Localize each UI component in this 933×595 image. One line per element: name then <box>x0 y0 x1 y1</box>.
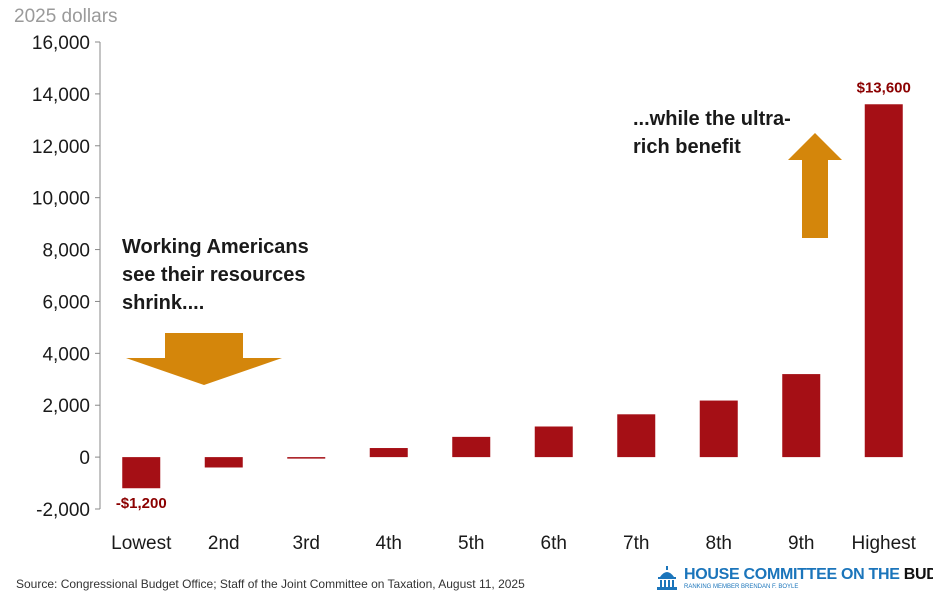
x-tick-label: 6th <box>541 533 567 554</box>
x-tick-label: 4th <box>376 533 402 554</box>
x-tick-label: 8th <box>706 533 732 554</box>
bar-chart: -2,000 0 2,000 4,000 6,000 8,000 10,000 12,000 1… <box>32 33 917 554</box>
bar <box>369 448 408 458</box>
x-tick-label: 9th <box>788 533 814 554</box>
committee-logo: HOUSE COMMITTEE ON THE BUDGET RANKING ME… <box>655 566 933 592</box>
y-tick-label: -2,000 <box>36 500 90 521</box>
up-arrow-icon <box>788 133 842 238</box>
callout-working-americans: Working Americans see their resources sh… <box>122 233 362 317</box>
x-tick-label: Highest <box>852 533 917 554</box>
callout-line: ...while the ultra- <box>633 108 791 130</box>
y-tick-label: 10,000 <box>32 189 90 210</box>
callout-line: shrink.... <box>122 292 205 314</box>
units-label: 2025 dollars <box>14 6 118 27</box>
logo-name: HOUSE COMMITTEE ON THE BUDGET <box>684 566 933 584</box>
down-arrow-icon <box>126 333 282 385</box>
bar <box>122 457 161 489</box>
y-tick-label: 8,000 <box>42 241 90 262</box>
bar <box>617 414 656 458</box>
x-tick-label: 5th <box>458 533 484 554</box>
x-tick-label: Lowest <box>111 533 172 554</box>
data-label: $13,600 <box>857 79 911 96</box>
bar <box>452 436 491 458</box>
bar <box>204 457 243 468</box>
bar <box>534 426 573 458</box>
x-tick-label: 2nd <box>208 533 240 554</box>
callout-line: see their resources <box>122 264 306 286</box>
bar <box>287 457 326 459</box>
bar <box>699 400 738 458</box>
x-tick-label: 7th <box>623 533 649 554</box>
logo-name-accent: BUDGET <box>903 566 933 583</box>
y-tick-label: 14,000 <box>32 85 90 106</box>
callout-line: rich benefit <box>633 136 741 158</box>
logo-subtitle: RANKING MEMBER BRENDAN F. BOYLE <box>684 584 799 590</box>
y-tick-label: 4,000 <box>42 344 90 365</box>
logo-name-main: HOUSE COMMITTEE ON THE <box>684 566 900 583</box>
y-tick-label: 0 <box>79 448 90 469</box>
source-note: Source: Congressional Budget Office; Sta… <box>16 577 525 591</box>
x-axis: Lowest 2nd 3rd 4th 5th 6th 7th 8th 9th Highest <box>111 533 917 554</box>
y-tick-label: 16,000 <box>32 33 90 54</box>
y-tick-label: 2,000 <box>42 396 90 417</box>
y-axis: -2,000 0 2,000 4,000 6,000 8,000 10,000 12,000 1… <box>32 33 101 521</box>
bars <box>122 104 903 489</box>
data-labels: -$1,200 $13,600 <box>116 79 911 512</box>
bar <box>782 374 821 458</box>
annotation-arrows <box>126 133 842 385</box>
capitol-dome-icon <box>657 566 677 590</box>
x-tick-label: 3rd <box>293 533 320 554</box>
bar <box>864 104 903 458</box>
data-label: -$1,200 <box>116 495 167 512</box>
callout-line: Working Americans <box>122 236 309 258</box>
y-tick-label: 12,000 <box>32 137 90 158</box>
y-tick-label: 6,000 <box>42 292 90 313</box>
callout-ultra-rich: ...while the ultra- rich benefit <box>633 105 833 161</box>
